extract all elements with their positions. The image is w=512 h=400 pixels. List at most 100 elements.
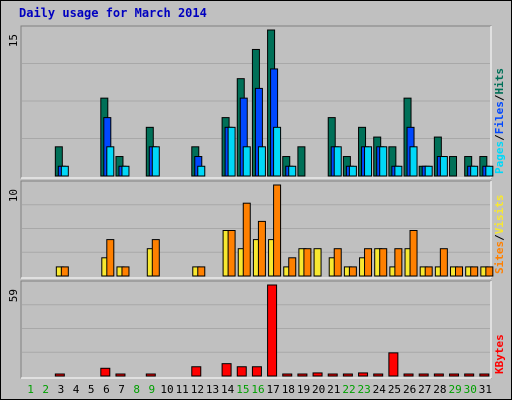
bar-pages [197,165,206,177]
bar-kbytes [145,373,156,377]
bar-pages [364,146,373,177]
bar-pages [409,146,418,177]
bar-sites [257,220,266,277]
bar-hits [297,146,306,177]
x-tick-label: 2 [42,383,49,396]
x-tick-label: 27 [418,383,431,396]
bar-kbytes [191,366,202,377]
bar-sites [439,248,448,277]
bar-kbytes [327,373,338,377]
legend-kbytes: KBytes [493,334,506,374]
bar-kbytes [100,367,111,377]
panel-2-ymax-label: 10 [7,189,20,202]
bar-kbytes [54,373,65,377]
bar-sites [333,248,342,277]
bar-kbytes [358,372,369,377]
bar-pages [257,146,266,177]
bar-pages [227,126,236,177]
bar-kbytes [449,373,460,377]
bar-sites [288,257,297,277]
bar-sites [273,184,282,277]
x-tick-label: 26 [403,383,416,396]
bar-kbytes [373,373,384,377]
bar-sites [470,266,479,277]
x-tick-label: 28 [433,383,446,396]
x-tick-label: 18 [282,383,295,396]
bar-pages [273,126,282,177]
bar-sites [242,202,251,277]
bar-pages [121,165,130,177]
bar-pages [485,165,494,177]
x-tick-label: 13 [206,383,219,396]
bar-kbytes [115,373,126,377]
bar-kbytes [251,366,262,377]
bar-sites [60,266,69,277]
legend-pages: Pages [493,141,506,174]
x-tick-label: 14 [221,383,235,396]
x-tick-label: 31 [479,383,492,396]
bar-sites [364,248,373,277]
bar-kbytes [282,373,293,377]
bar-kbytes [312,372,323,377]
bar-sites [485,266,494,277]
x-tick-label: 1 [27,383,34,396]
x-tick-label: 15 [236,383,249,396]
bar-sites [121,266,130,277]
bar-pages [333,146,342,177]
bar-pages [348,165,357,177]
legend-visits: Visits [493,195,506,235]
legend-separator: / [493,234,506,241]
bar-pages [242,146,251,177]
bar-kbytes [236,366,247,377]
bar-sites [409,230,418,277]
bar-kbytes [418,373,429,377]
bar-kbytes [403,373,414,377]
bar-kbytes [342,373,353,377]
bar-sites [227,230,236,277]
x-tick-label: 16 [251,383,264,396]
bar-pages [394,165,403,177]
bar-sites [455,266,464,277]
bar-pages [151,146,160,177]
x-tick-label: 20 [312,383,325,396]
bar-sites [424,266,433,277]
x-tick-label: 4 [73,383,80,396]
x-tick-label: 8 [133,383,140,396]
x-tick-label: 29 [448,383,461,396]
panel-1-ymax-label: 15 [7,34,20,47]
x-tick-label: 3 [58,383,65,396]
x-tick-label: 24 [373,383,387,396]
bar-pages [106,146,115,177]
x-tick-label: 21 [327,383,340,396]
bar-pages [470,165,479,177]
legend-files: Files [493,101,506,134]
x-tick-label: 6 [103,383,110,396]
bar-pages [379,146,388,177]
bar-kbytes [297,373,308,377]
bar-sites [106,239,115,277]
bar-sites [151,239,160,277]
bar-kbytes [479,373,490,377]
bar-sites [348,266,357,277]
x-tick-label: 30 [464,383,477,396]
bar-pages [60,165,69,177]
bar-sites [197,266,206,277]
bar-kbytes [221,363,232,377]
x-tick-label: 25 [388,383,401,396]
bar-kbytes [388,352,399,377]
chart-title: Daily usage for March 2014 [19,6,207,20]
panel-2-legend: Sites/Visits [493,195,506,275]
panel-3-background [20,280,492,379]
x-tick-label: 12 [191,383,204,396]
x-tick-label: 19 [297,383,310,396]
legend-separator: / [493,134,506,141]
legend-hits: Hits [493,68,506,95]
bar-sites [379,248,388,277]
bar-kbytes [433,373,444,377]
panel-1-legend: Pages/Files/Hits [493,68,506,174]
x-tick-label: 23 [358,383,371,396]
legend-separator: / [493,94,506,101]
x-tick-label: 9 [149,383,156,396]
panel-3-ymax-label: 59 [7,289,20,302]
